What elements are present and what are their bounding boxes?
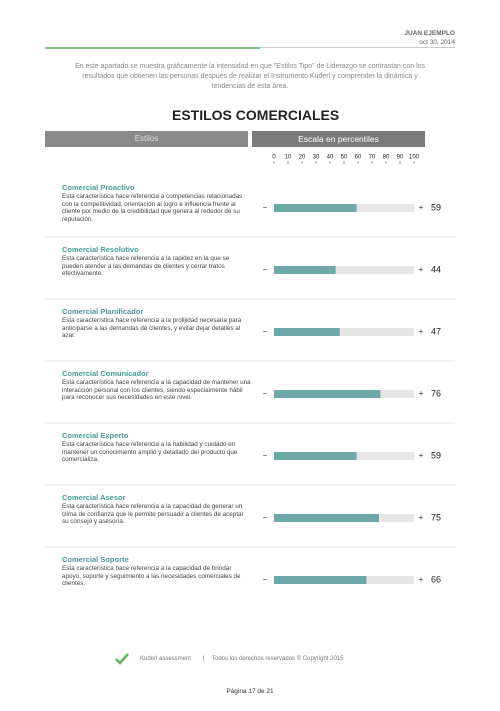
scale-minus: − — [263, 203, 268, 212]
value-label: 76 — [431, 388, 441, 398]
scale-plus: + — [419, 265, 424, 274]
bar — [274, 576, 367, 584]
tick-label: 0 — [272, 155, 276, 161]
footer-page: Página 17 de 21 — [226, 688, 274, 695]
value-label: 59 — [431, 450, 441, 460]
row-description: Esta característica hace referencia a la… — [62, 565, 241, 588]
bar-track — [274, 328, 414, 336]
row-name: Comercial Planificador — [62, 307, 144, 316]
title: ESTILOS COMERCIALES — [172, 107, 340, 123]
tick-label: 10 — [285, 155, 292, 161]
value-label: 66 — [431, 574, 441, 584]
value-label: 75 — [431, 512, 441, 522]
row-name: Comercial Experto — [62, 431, 129, 440]
tick-label: 90 — [397, 155, 404, 161]
scale-minus: − — [263, 575, 268, 584]
header-rule-green — [45, 47, 260, 49]
scale-plus: + — [419, 513, 424, 522]
footer-separator: | — [203, 656, 205, 662]
header-name: JUAN EJEMPLO — [404, 30, 455, 37]
row-description: Esta característica hace referencia a co… — [62, 193, 243, 223]
scale-plus: + — [419, 327, 424, 336]
row-name: Comercial Asesor — [62, 493, 126, 502]
value-label: 44 — [431, 264, 441, 274]
bar — [274, 204, 357, 212]
bar — [274, 514, 379, 522]
row-description: Esta característica hace referencia a la… — [62, 441, 238, 464]
tick-label: 70 — [369, 155, 376, 161]
row-description: Esta característica hace referencia a la… — [62, 255, 230, 278]
row-name: Comercial Comunicador — [62, 369, 149, 378]
scale-plus: + — [419, 451, 424, 460]
header-rule — [260, 47, 455, 48]
check-icon — [115, 653, 129, 665]
footer-brand: Kuderl assessment — [140, 656, 192, 662]
bar — [274, 266, 336, 274]
tick-label: 30 — [313, 155, 320, 161]
bar — [274, 390, 381, 398]
bar — [274, 452, 357, 460]
scale-minus: − — [263, 451, 268, 460]
tick-label: 40 — [327, 155, 334, 161]
scale-minus: − — [263, 513, 268, 522]
tick-label: 100 — [409, 155, 420, 161]
row-description: Esta característica hace referencia a la… — [62, 317, 242, 340]
column-header: Escala en percentiles — [252, 131, 425, 147]
tick-label: 20 — [299, 155, 306, 161]
scale-plus: + — [419, 575, 424, 584]
tick-label: 50 — [341, 155, 348, 161]
row-name: Comercial Soporte — [62, 555, 129, 564]
scale-minus: − — [263, 327, 268, 336]
scale-plus: + — [419, 389, 424, 398]
row-name: Comercial Proactivo — [62, 183, 135, 192]
value-label: 47 — [431, 326, 441, 336]
bar-track — [274, 266, 414, 274]
tick-label: 60 — [355, 155, 362, 161]
row-name: Comercial Resolutivo — [62, 245, 139, 254]
scale-minus: − — [263, 265, 268, 274]
scale-plus: + — [419, 203, 424, 212]
intro: En este apartado se muestra gráficamente… — [74, 63, 426, 90]
bar — [274, 328, 340, 336]
row-description: Esta característica hace referencia a la… — [62, 503, 244, 526]
tick-label: 80 — [383, 155, 390, 161]
column-header: Estilos — [45, 131, 248, 147]
value-label: 59 — [431, 202, 441, 212]
header-date: oct 30, 2014 — [419, 39, 455, 46]
scale-minus: − — [263, 389, 268, 398]
footer-rights: Todos los derechos reservados © Copyrigh… — [212, 656, 344, 662]
row-description: Esta característica hace referencia a la… — [62, 379, 251, 402]
